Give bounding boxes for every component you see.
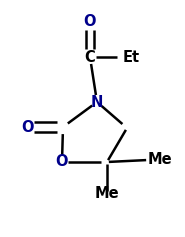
Text: O: O bbox=[22, 119, 34, 135]
Text: Et: Et bbox=[123, 50, 140, 64]
Text: N: N bbox=[91, 95, 103, 109]
Text: C: C bbox=[85, 50, 95, 64]
Text: Me: Me bbox=[95, 186, 119, 201]
Text: O: O bbox=[84, 14, 96, 29]
Text: Me: Me bbox=[148, 152, 173, 168]
Text: O: O bbox=[56, 155, 68, 169]
